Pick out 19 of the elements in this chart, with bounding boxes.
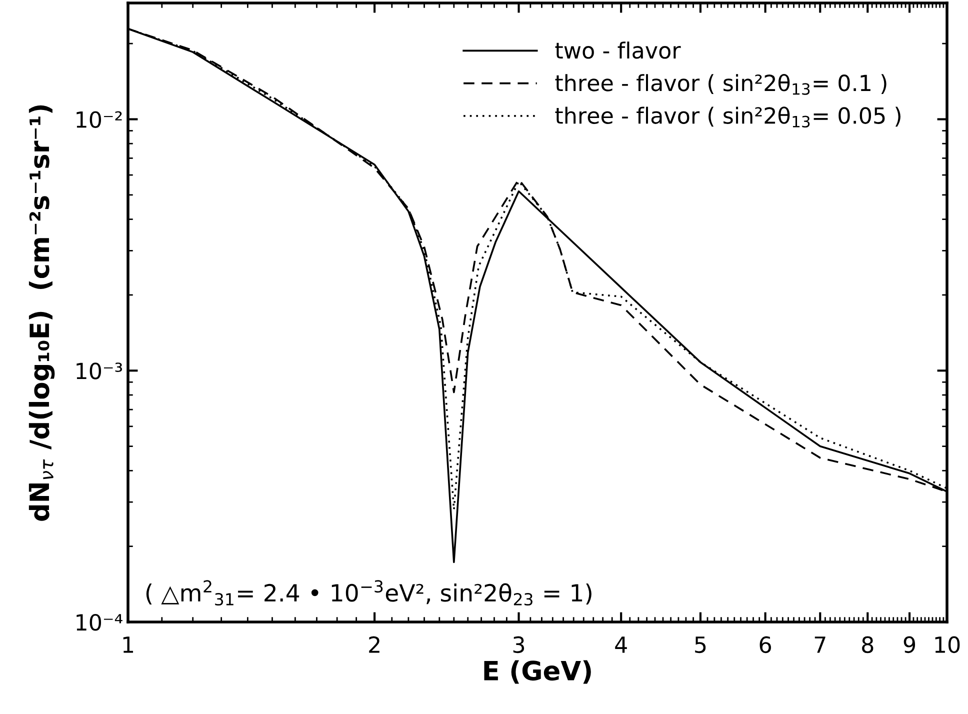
x-tick-label: 9	[904, 636, 916, 654]
x-tick-label: 5	[695, 636, 706, 654]
x-tick-label: 8	[862, 636, 874, 654]
x-tick-label: 10	[935, 636, 960, 654]
x-tick-label: 3	[513, 636, 524, 654]
x-tick-label: 6	[760, 636, 771, 654]
x-tick-label: 4	[615, 636, 627, 653]
annotation: ( △m$^{2}$$_{31}$= 2.4 • 10$^{−3}$eV², sin²2θ$_{23}$ = 1)	[146, 580, 592, 606]
x-tick-label: 7	[814, 636, 826, 653]
legend-label: three - flavor ( sin²2θ$_{13}$= 0.1 )	[555, 74, 886, 95]
x-tick-label: 2	[369, 636, 380, 653]
legend-label: two - flavor	[555, 42, 681, 59]
x-tick-label: 1	[123, 636, 134, 653]
y-tick-label: 10⁻⁴	[76, 614, 122, 631]
y-tick-label: 10⁻³	[76, 362, 122, 380]
x-axis-title: E (GeV)	[484, 660, 591, 684]
legend-label: three - flavor ( sin²2θ$_{13}$= 0.05 )	[555, 106, 900, 128]
y-axis-title: dN̄$_{ντ}$ /d(log₁₀E) (cm⁻²s⁻¹sr⁻¹)	[28, 105, 55, 521]
y-tick-label: 10⁻²	[76, 111, 122, 128]
